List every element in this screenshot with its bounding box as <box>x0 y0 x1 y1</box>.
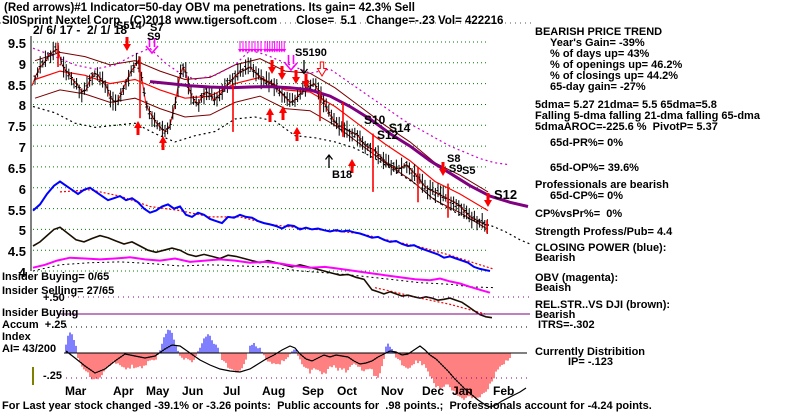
buy-arrow-icon <box>266 108 274 122</box>
price-bars <box>33 42 489 234</box>
magenta-double-down-arrow-icon <box>145 38 159 55</box>
ma5-line <box>31 48 488 226</box>
relative-strength-line <box>32 226 493 319</box>
closing-power-line <box>32 180 491 272</box>
accum-index-line <box>65 344 527 408</box>
sell-signal-vlines <box>57 42 488 234</box>
buy-arrow-icon <box>348 159 356 173</box>
ma65-purple-line <box>149 80 529 208</box>
buy-arrow-icon <box>134 121 142 135</box>
distribution-comb-icon <box>238 41 287 53</box>
accum-histogram <box>65 329 511 400</box>
upper-band-line <box>34 51 489 193</box>
sell-arrow-icon <box>302 74 310 88</box>
sell-arrow-icon <box>268 60 276 74</box>
ma21-line <box>34 70 489 212</box>
sell-arrow-icon <box>123 37 131 51</box>
black-up-arrow-icon <box>324 153 334 168</box>
rs-ma-red-dotted-line <box>374 287 486 315</box>
buy-arrow-icon <box>159 136 167 150</box>
obv-ma-dotted-line <box>32 261 496 289</box>
buy-arrow-icon <box>279 106 287 120</box>
sell-arrow-icon <box>484 193 492 207</box>
lower-dotted-support-line <box>32 105 531 245</box>
sell-arrow-icon <box>439 162 447 176</box>
black-down-arrow-icon <box>299 60 309 75</box>
red-outline-down-arrow-icon <box>316 61 328 77</box>
sell-arrow-icon <box>292 70 300 84</box>
obv-line <box>32 256 491 294</box>
magenta-double-down-arrow-icon <box>284 55 298 72</box>
sell-arrow-icon <box>278 66 286 80</box>
buy-arrow-icon <box>293 127 301 141</box>
